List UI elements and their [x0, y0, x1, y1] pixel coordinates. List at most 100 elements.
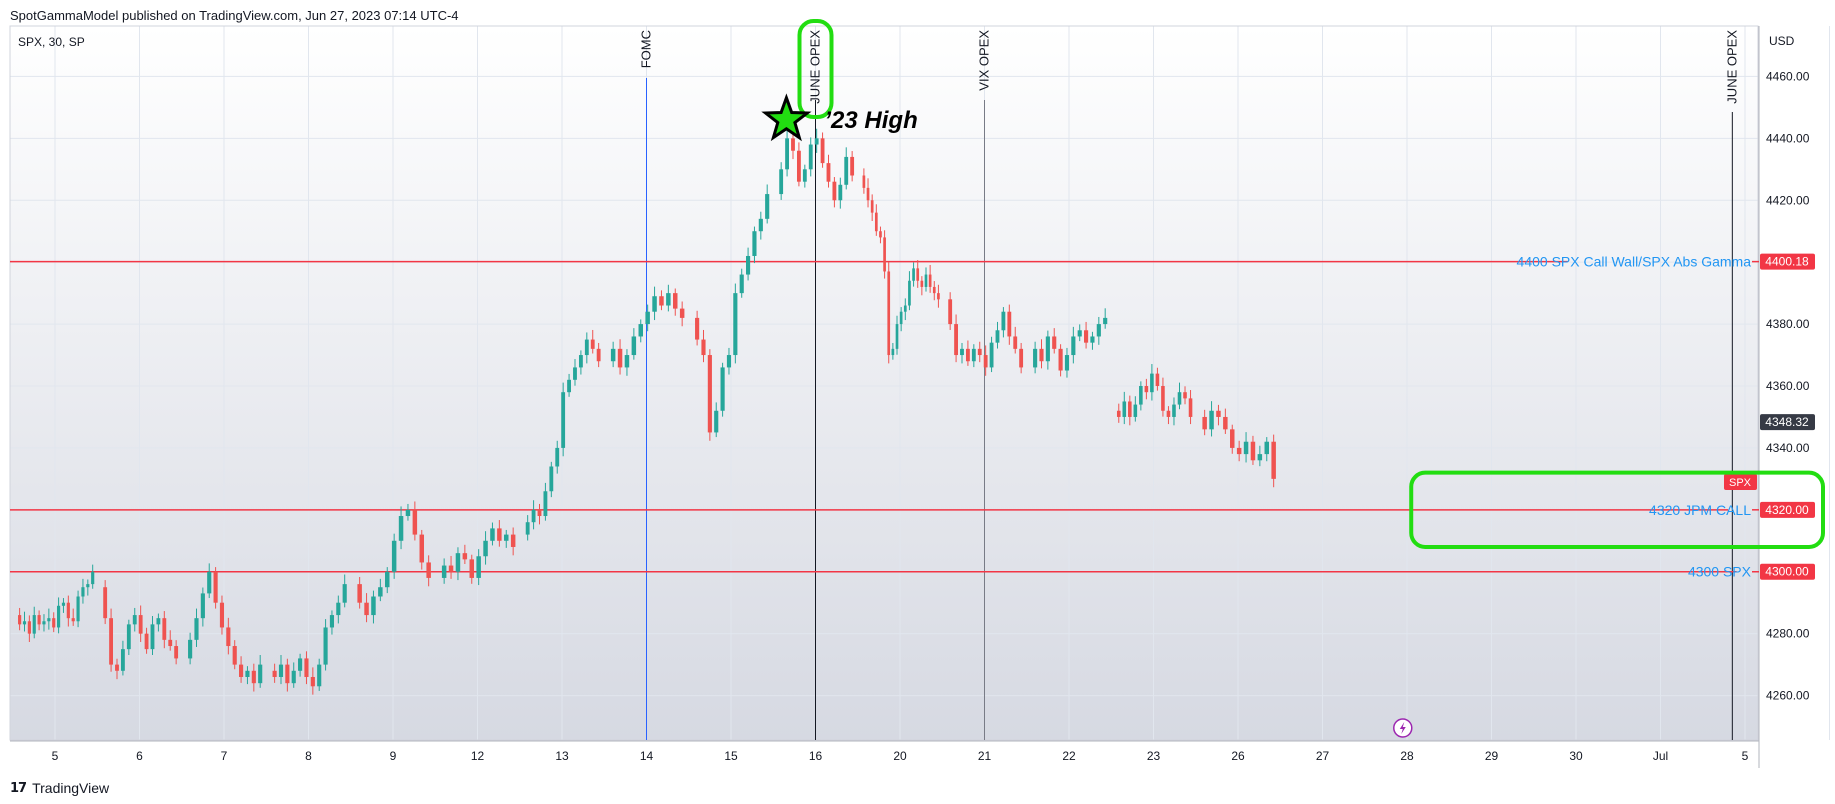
candle-body: [1096, 324, 1101, 337]
candle-body: [239, 664, 244, 677]
candle-body: [908, 280, 911, 306]
currency-label: USD: [1769, 34, 1795, 48]
candle-body: [1150, 373, 1154, 393]
candle-body: [391, 540, 397, 572]
candle-body: [476, 556, 481, 578]
candle-body: [659, 296, 664, 306]
candle-body: [1223, 416, 1228, 430]
candle-body: [1161, 386, 1165, 411]
candle-body: [584, 339, 589, 356]
y-tick-label: 4260.00: [1766, 689, 1810, 703]
candle-body: [258, 664, 263, 684]
candle-body: [645, 311, 650, 325]
x-tick-label: 15: [724, 749, 738, 763]
candle-body: [726, 355, 732, 368]
price-chart[interactable]: SPX, 30, SP USD 4260.00 4280.00 4300.00 4320.…: [0, 0, 1835, 780]
candle-body: [497, 528, 502, 541]
candle-body: [895, 324, 899, 349]
level-label: 4400 SPX Call Wall/SPX Abs Gamma: [1517, 254, 1752, 270]
candle-body: [995, 330, 1000, 343]
candle-body: [802, 169, 807, 182]
candle-body: [707, 355, 712, 433]
candle-body: [765, 194, 770, 219]
candle-body: [357, 584, 362, 603]
candle-body: [785, 138, 790, 170]
candle-body: [47, 618, 51, 622]
candle-body: [1007, 311, 1012, 337]
candle-body: [329, 615, 335, 628]
candle-body: [666, 293, 671, 306]
candle-body: [405, 509, 411, 517]
tradingview-logo-icon[interactable]: 17: [10, 780, 27, 796]
x-tick-label: Jul: [1653, 749, 1668, 763]
candle-body: [144, 633, 149, 650]
candle-body: [578, 355, 583, 368]
candle-body: [91, 571, 95, 585]
event-label: FOMC: [639, 30, 654, 68]
candle-body: [1116, 410, 1121, 417]
current-price-text: 4348.32: [1765, 415, 1809, 429]
candle-body: [364, 602, 369, 616]
candle-body: [808, 144, 813, 170]
candle-body: [251, 670, 256, 684]
star-icon: [761, 93, 812, 142]
x-tick-label: 5: [1742, 749, 1749, 763]
candle-body: [378, 587, 383, 597]
candle-body: [342, 584, 347, 603]
candle-body: [103, 587, 108, 619]
y-tick-label: 4340.00: [1766, 441, 1810, 455]
candle-body: [561, 392, 566, 448]
candle-body: [156, 618, 161, 625]
x-tick-label: 30: [1569, 749, 1583, 763]
candle-body: [791, 138, 795, 151]
candle-body: [525, 522, 530, 535]
candle-body: [862, 175, 866, 188]
candle-body: [924, 274, 928, 287]
candle-body: [874, 212, 878, 232]
candle-body: [937, 293, 940, 300]
x-tick-label: 28: [1400, 749, 1414, 763]
candle-body: [1264, 441, 1270, 455]
candle-body: [1033, 348, 1038, 368]
event-label: JUNE OPEX: [1724, 30, 1739, 104]
candle-body: [720, 367, 725, 411]
candle-body: [76, 596, 80, 622]
candle-body: [1188, 398, 1193, 417]
candle-body: [441, 565, 447, 578]
candle-body: [673, 293, 678, 309]
candle-body: [37, 615, 41, 625]
candle-body: [304, 658, 309, 677]
y-tick-label: 4360.00: [1766, 379, 1810, 393]
candle-body: [66, 602, 70, 619]
candle-body: [455, 553, 461, 572]
candle-body: [398, 516, 404, 541]
candle-body: [138, 615, 143, 634]
candle-body: [1183, 392, 1187, 399]
candle-body: [590, 339, 595, 349]
candle-body: [200, 593, 205, 619]
x-tick-label: 22: [1062, 749, 1076, 763]
candle-body: [298, 658, 303, 671]
candle-body: [739, 274, 744, 294]
y-tick-label: 4460.00: [1766, 69, 1810, 83]
candle-body: [462, 553, 468, 560]
candle-body: [899, 311, 903, 325]
candle-body: [1155, 373, 1160, 386]
candle-body: [954, 324, 959, 356]
candle-body: [814, 138, 819, 145]
candle-body: [638, 324, 643, 337]
candle-body: [18, 615, 22, 625]
candle-body: [624, 355, 630, 368]
candle-body: [826, 163, 831, 182]
candle-body: [1177, 392, 1182, 405]
candle-body: [1045, 336, 1050, 362]
plot-background: [10, 26, 1758, 740]
candle-body: [168, 639, 173, 647]
candle-body: [870, 200, 874, 213]
tradingview-brand[interactable]: TradingView: [32, 780, 110, 796]
candle-body: [150, 624, 155, 650]
candle-body: [1077, 330, 1082, 337]
level-price-badge: [1760, 501, 1815, 518]
footer: 17 TradingView: [10, 780, 109, 796]
candle-body: [1122, 401, 1127, 417]
